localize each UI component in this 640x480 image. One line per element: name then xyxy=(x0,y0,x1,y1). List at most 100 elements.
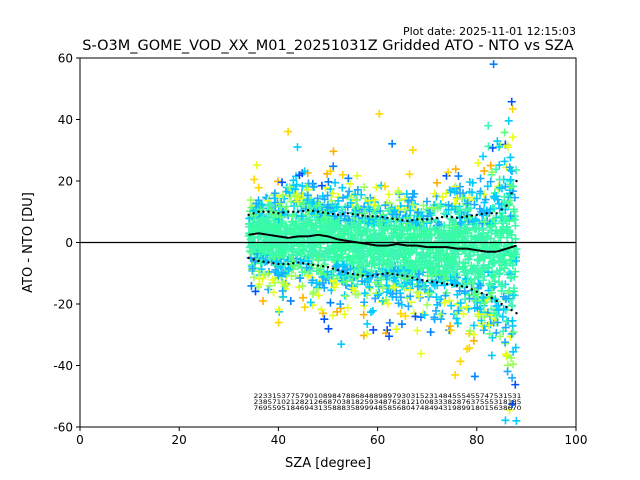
scatter-point xyxy=(356,253,365,262)
scatter-point xyxy=(320,283,329,292)
scatter-point xyxy=(387,233,396,242)
y-tick-label: 20 xyxy=(58,175,73,189)
scatter-point xyxy=(426,328,435,337)
scatter-point xyxy=(300,167,309,176)
scatter-point xyxy=(463,199,472,208)
scatter-point xyxy=(440,298,449,307)
upper-bound-point xyxy=(490,212,493,215)
lower-bound-point xyxy=(421,278,424,282)
scatter-point xyxy=(468,178,477,187)
scatter-point xyxy=(408,200,417,209)
scatter-point xyxy=(259,296,268,305)
count-annotations: 2233153775790108984788684889897930315231… xyxy=(254,393,522,412)
scatter-point xyxy=(331,247,340,256)
scatter-point xyxy=(445,223,454,232)
scatter-point xyxy=(450,187,459,196)
scatter-point xyxy=(490,240,499,249)
upper-bound-point xyxy=(440,215,444,219)
scatter-point xyxy=(250,210,259,219)
scatter-point xyxy=(343,203,352,212)
scatter-point xyxy=(333,260,342,269)
scatter-point xyxy=(261,225,270,234)
scatter-point xyxy=(440,221,449,230)
scatter-point xyxy=(491,277,500,286)
scatter-point xyxy=(426,224,435,233)
lower-bound-point xyxy=(440,282,444,285)
scatter-point xyxy=(337,205,346,214)
upper-bound-point xyxy=(455,216,459,220)
scatter-point xyxy=(470,237,479,246)
scatter-point xyxy=(308,276,317,285)
scatter-point xyxy=(484,263,493,272)
scatter-point xyxy=(500,157,509,166)
scatter-point xyxy=(431,263,440,272)
scatter-point xyxy=(420,230,429,239)
scatter-point xyxy=(457,229,466,238)
upper-bound-point xyxy=(510,192,513,195)
scatter-point xyxy=(319,309,328,318)
scatter-point xyxy=(460,287,469,296)
scatter-point xyxy=(476,189,485,198)
upper-bound-point xyxy=(341,212,345,216)
lower-bound-point xyxy=(331,267,335,270)
scatter-point xyxy=(320,260,329,269)
lower-bound-point xyxy=(445,282,449,286)
scatter-point xyxy=(495,161,504,170)
upper-bound-point xyxy=(485,212,488,215)
scatter-point xyxy=(467,232,476,241)
scatter-point xyxy=(250,175,259,184)
scatter-point xyxy=(424,289,433,298)
scatter-point xyxy=(347,218,356,227)
scatter-point xyxy=(317,305,326,314)
scatter-point xyxy=(363,227,372,236)
scatter-point xyxy=(443,250,452,259)
scatter-point xyxy=(357,249,366,258)
median-segment xyxy=(248,232,259,236)
scatter-point xyxy=(507,329,516,338)
scatter-point xyxy=(511,221,520,230)
lower-bound-point xyxy=(366,275,369,278)
scatter-point xyxy=(446,276,455,285)
upper-bound-point xyxy=(450,215,454,219)
scatter-point xyxy=(336,300,345,309)
scatter-point xyxy=(278,178,287,187)
scatter-point xyxy=(489,272,498,281)
scatter-point xyxy=(508,104,517,113)
scatter-point xyxy=(440,209,449,218)
upper-bound-point xyxy=(316,210,320,213)
upper-bound-point xyxy=(376,215,379,218)
scatter-point xyxy=(341,292,350,301)
lower-bound-point xyxy=(505,305,508,309)
scatter-point xyxy=(382,271,391,280)
scatter-point xyxy=(505,405,514,414)
scatter-point xyxy=(313,255,322,264)
upper-bound-point xyxy=(302,209,305,213)
scatter-point xyxy=(456,299,465,308)
scatter-point xyxy=(363,258,372,267)
lower-bound-point xyxy=(485,293,488,296)
scatter-point xyxy=(506,175,515,184)
upper-bound-point xyxy=(391,217,394,220)
scatter-point xyxy=(401,195,410,204)
scatter-point xyxy=(492,165,501,174)
scatter-point xyxy=(280,282,289,291)
scatter-point xyxy=(286,296,295,305)
scatter-point xyxy=(325,216,334,225)
upper-bound-point xyxy=(361,214,364,217)
scatter-point xyxy=(394,205,403,214)
lower-bound-point xyxy=(426,279,429,283)
scatter-point xyxy=(432,306,441,315)
scatter-point xyxy=(487,288,496,297)
scatter-point xyxy=(511,234,520,243)
scatter-point xyxy=(302,183,311,192)
scatter-point xyxy=(403,246,412,255)
scatter-point xyxy=(349,191,358,200)
scatter-point xyxy=(390,206,399,215)
scatter-point xyxy=(431,249,440,258)
scatter-point xyxy=(502,294,511,303)
scatter-point xyxy=(309,288,318,297)
scatter-point xyxy=(331,221,340,230)
scatter-point xyxy=(360,183,369,192)
upper-bound-point xyxy=(306,209,310,212)
scatter-point xyxy=(257,265,266,274)
